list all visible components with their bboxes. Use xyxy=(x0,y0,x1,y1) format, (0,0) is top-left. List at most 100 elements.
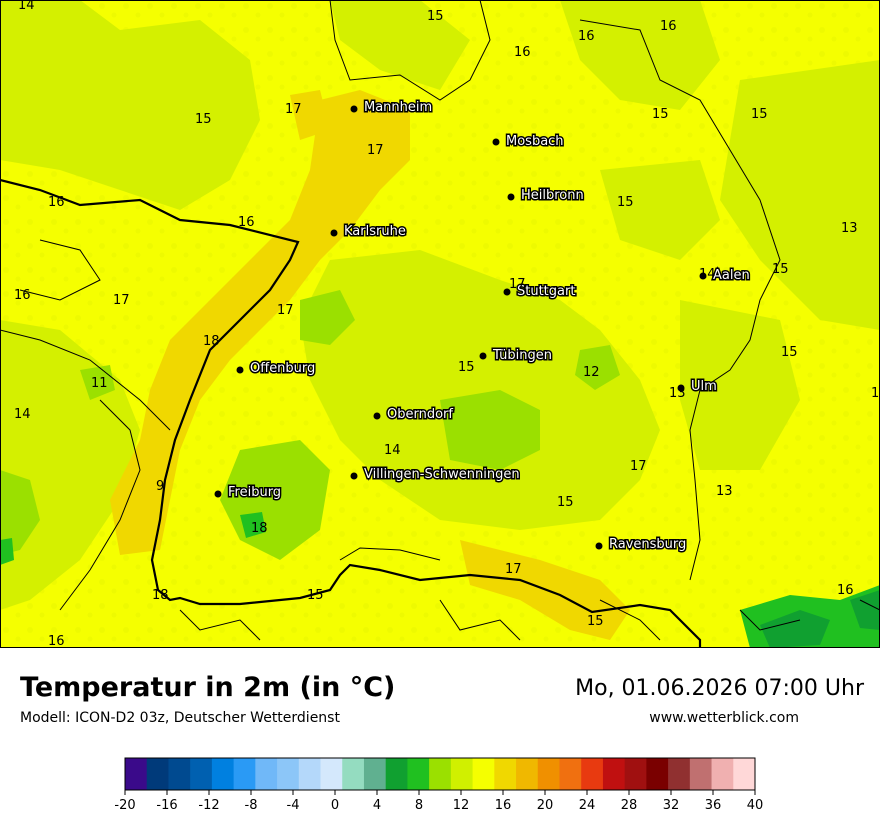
legend-swatch xyxy=(211,758,235,790)
city-label-freiburg: Freiburg xyxy=(228,485,281,500)
temp-value: 18 xyxy=(152,588,169,603)
temp-value: 17 xyxy=(113,293,130,308)
color-scale-legend: -20 -16 -12 -8 -4 0 4 8 12 16 20 24 28 32 36 40 xyxy=(114,757,764,813)
city-label-karlsruhe: Karlsruhe xyxy=(344,224,406,239)
temp-value: 15 xyxy=(427,9,444,24)
temp-value: 15 xyxy=(751,107,768,122)
city-label-tuebingen: Tübingen xyxy=(492,348,552,363)
temp-value: 15 xyxy=(617,195,634,210)
legend-swatch xyxy=(711,758,734,790)
city-label-ulm: Ulm xyxy=(691,379,717,394)
temp-value: 16 xyxy=(14,288,31,303)
legend-swatch xyxy=(581,758,604,790)
temp-value: 14 xyxy=(699,267,716,282)
legend-swatch xyxy=(602,758,626,790)
temp-value: 17 xyxy=(509,277,526,292)
website-link[interactable]: www.wetterblick.com xyxy=(649,710,799,726)
map-title: Temperatur in 2m (in °C) xyxy=(20,672,396,703)
forecast-datetime: Mo, 01.06.2026 07:00 Uhr xyxy=(575,676,864,701)
state-borders xyxy=(0,178,702,648)
legend-swatch xyxy=(125,758,148,790)
legend-swatch xyxy=(255,758,278,790)
map-footer: Temperatur in 2m (in °C) Modell: ICON-D2… xyxy=(0,648,880,830)
city-label-heilbronn: Heilbronn xyxy=(521,188,584,203)
city-label-aalen: Aalen xyxy=(713,268,750,283)
temp-value: 16 xyxy=(514,45,531,60)
legend-swatch xyxy=(537,758,560,790)
legend-swatch xyxy=(494,758,517,790)
city-label-stuttgart: Stuttgart xyxy=(517,284,575,299)
temp-value: 16 xyxy=(660,19,677,34)
legend-tick-label: -12 xyxy=(198,798,219,813)
temp-value: 11 xyxy=(91,376,108,391)
temp-value: 13 xyxy=(669,386,686,401)
temp-value: 15 xyxy=(557,495,574,510)
city-label-villingen-schwenningen: Villingen-Schwenningen xyxy=(364,467,520,482)
temp-value: 16 xyxy=(578,29,595,44)
legend-tick-label: 40 xyxy=(747,798,764,813)
legend-swatch xyxy=(146,758,169,790)
temp-value: 16 xyxy=(238,215,255,230)
legend-swatch xyxy=(429,758,452,790)
legend-swatch xyxy=(385,758,408,790)
legend-swatch xyxy=(277,758,300,790)
temp-value: 18 xyxy=(203,334,220,349)
temp-value: 14 xyxy=(14,407,31,422)
temp-value: 17 xyxy=(277,303,294,318)
legend-border xyxy=(124,757,756,791)
map-subtitle: Modell: ICON-D2 03z, Deutscher Wetterdie… xyxy=(20,710,340,726)
legend-tick-label: -4 xyxy=(287,798,300,813)
temp-zone-12-13 xyxy=(0,290,620,560)
legend-tick-label: 16 xyxy=(495,798,512,813)
legend-tick-label: 12 xyxy=(453,798,470,813)
legend-swatch xyxy=(668,758,691,790)
legend-swatch xyxy=(320,758,343,790)
legend-swatch xyxy=(624,758,647,790)
legend-tick-label: 32 xyxy=(663,798,680,813)
legend-swatch xyxy=(472,758,495,790)
temp-value: 13 xyxy=(716,484,733,499)
district-borders xyxy=(0,0,880,641)
temp-value: 13 xyxy=(841,221,858,236)
city-label-mosbach: Mosbach xyxy=(506,134,564,149)
temp-value: 1 xyxy=(871,386,879,401)
legend-tick-label: 4 xyxy=(373,798,381,813)
city-label-oberndorf: Oberndorf xyxy=(387,407,453,422)
legend-swatch xyxy=(407,758,430,790)
legend-tick-label: -20 xyxy=(114,798,135,813)
legend-swatch xyxy=(298,758,321,790)
legend-swatch xyxy=(342,758,365,790)
legend-swatch xyxy=(363,758,387,790)
legend-tick-label: 24 xyxy=(579,798,596,813)
legend-swatch xyxy=(733,758,756,790)
legend-swatch xyxy=(516,758,539,790)
cities: Mannheim Mosbach Heilbronn Karlsruhe Stu… xyxy=(214,99,751,554)
temp-value: 18 xyxy=(251,521,268,536)
temp-value: 14 xyxy=(18,0,35,13)
legend-swatch xyxy=(233,758,256,790)
temp-value: 15 xyxy=(772,262,789,277)
temp-value: 17 xyxy=(505,562,522,577)
legend-tick-label: -16 xyxy=(156,798,177,813)
temperature-map: Mannheim Mosbach Heilbronn Karlsruhe Stu… xyxy=(0,0,880,648)
legend-swatch xyxy=(450,758,473,790)
legend-tick-label: -8 xyxy=(245,798,258,813)
temp-value: 14 xyxy=(384,443,401,458)
temp-value: 12 xyxy=(583,365,600,380)
temp-value: 15 xyxy=(307,588,324,603)
temp-value: 17 xyxy=(630,459,647,474)
legend-swatch xyxy=(559,758,582,790)
legend-tick-label: 28 xyxy=(621,798,638,813)
temp-value: 16 xyxy=(48,634,65,648)
temp-value: 15 xyxy=(587,614,604,629)
city-label-offenburg: Offenburg xyxy=(250,361,315,376)
legend-swatch xyxy=(168,758,191,790)
temp-value: 15 xyxy=(781,345,798,360)
legend-tick-label: 20 xyxy=(537,798,554,813)
city-label-ravensburg: Ravensburg xyxy=(609,537,686,552)
legend-swatch xyxy=(190,758,213,790)
legend-swatch xyxy=(646,758,669,790)
legend-tick-label: 0 xyxy=(331,798,339,813)
temp-value: 9 xyxy=(156,479,164,494)
legend-swatch xyxy=(689,758,712,790)
